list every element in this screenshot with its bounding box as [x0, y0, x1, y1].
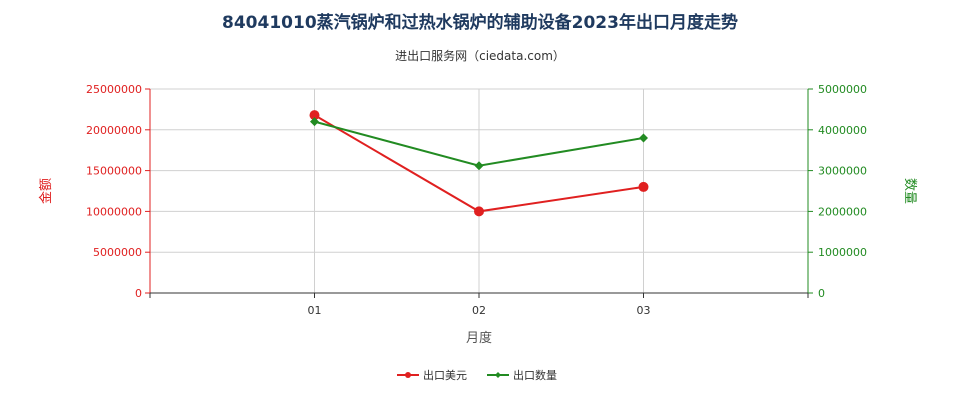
- y-right-tick-label: 1000000: [818, 246, 867, 259]
- chart-subtitle: 进出口服务网（ciedata.com）: [395, 49, 565, 63]
- y-left-tick-label: 15000000: [86, 165, 142, 178]
- data-point: [474, 206, 484, 217]
- x-tick-label: 02: [472, 304, 486, 317]
- y-left-tick-label: 0: [135, 287, 142, 300]
- y-right-tick-label: 5000000: [818, 83, 867, 96]
- axes: 0 0 5000000 1000000 10000000 2000000 15000000 3…: [86, 83, 867, 317]
- legend-label: 出口数量: [513, 368, 557, 382]
- y-left-tick-label: 20000000: [86, 124, 142, 137]
- y-axis-left-title: 金额: [38, 178, 54, 204]
- y-left-tick-label: 25000000: [86, 83, 142, 96]
- y-right-tick-label: 3000000: [818, 165, 867, 178]
- legend-marker: [405, 372, 411, 378]
- y-axis-right-title: 数量: [902, 178, 917, 204]
- legend: 出口美元 出口数量: [397, 368, 557, 382]
- data-point: [639, 133, 648, 143]
- series: [309, 110, 649, 217]
- data-point: [310, 117, 319, 127]
- x-tick-label: 01: [308, 304, 322, 317]
- y-left-tick-label: 10000000: [86, 205, 142, 218]
- x-tick-label: 03: [637, 304, 651, 317]
- legend-marker: [495, 372, 501, 378]
- y-right-tick-label: 0: [818, 287, 825, 300]
- x-axis-title: 月度: [466, 330, 492, 346]
- y-right-tick-label: 2000000: [818, 205, 867, 218]
- y-right-tick-label: 4000000: [818, 124, 867, 137]
- data-point: [474, 161, 484, 171]
- grid-lines: [150, 88, 808, 293]
- legend-label: 出口美元: [423, 368, 467, 382]
- data-point: [309, 110, 320, 121]
- data-point: [638, 181, 649, 192]
- y-left-tick-label: 5000000: [93, 246, 142, 259]
- chart-title: 84041010蒸汽锅炉和过热水锅炉的辅助设备2023年出口月度走势: [222, 13, 738, 33]
